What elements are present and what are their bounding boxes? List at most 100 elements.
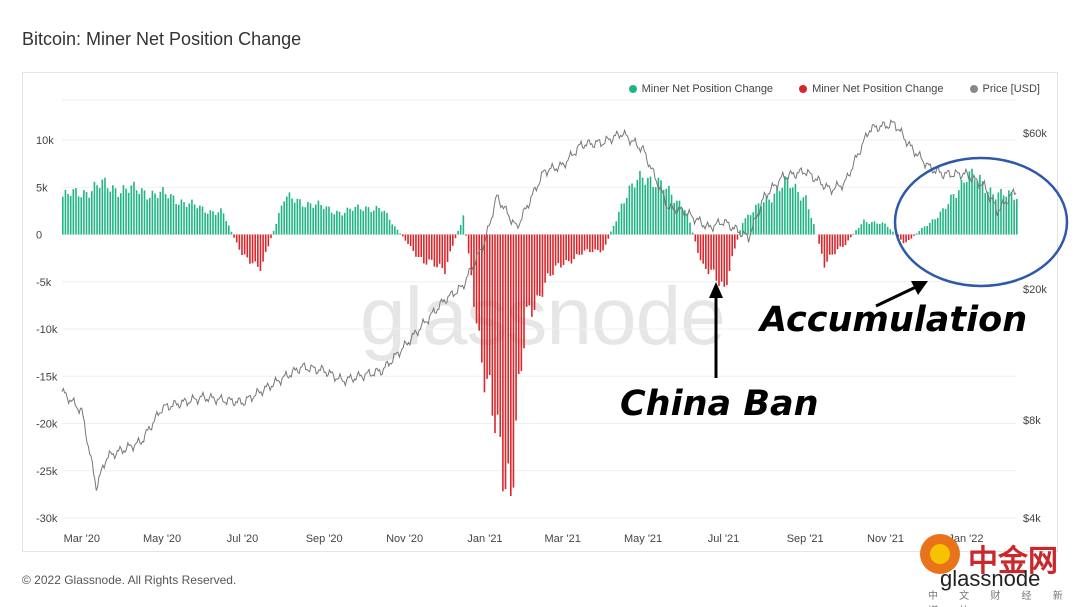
bar-positive bbox=[354, 206, 357, 235]
bar-positive bbox=[98, 187, 101, 235]
bar-positive bbox=[892, 231, 894, 235]
bar-negative bbox=[546, 234, 549, 274]
bar-positive bbox=[744, 218, 747, 235]
x-tick-label: Mar '20 bbox=[64, 533, 100, 545]
bar-negative bbox=[404, 234, 407, 241]
bar-negative bbox=[499, 234, 502, 437]
bar-positive bbox=[304, 207, 307, 235]
bar-positive bbox=[188, 203, 191, 235]
bar-positive bbox=[199, 205, 201, 235]
bar-positive bbox=[399, 233, 401, 235]
bar-positive bbox=[125, 188, 127, 235]
price-line bbox=[61, 119, 1017, 491]
bar-positive bbox=[781, 187, 784, 235]
bar-negative bbox=[465, 234, 467, 236]
bar-positive bbox=[776, 187, 778, 235]
bar-negative bbox=[539, 234, 541, 296]
bar-positive bbox=[668, 185, 670, 235]
bar-negative bbox=[718, 234, 720, 286]
legend-item-price[interactable]: Price [USD] bbox=[969, 83, 1040, 95]
bar-negative bbox=[249, 234, 251, 264]
bar-positive bbox=[799, 200, 802, 235]
y-left-tick-label: 5k bbox=[36, 182, 48, 194]
bar-positive bbox=[760, 206, 762, 235]
bar-positive bbox=[112, 185, 114, 235]
bar-negative bbox=[844, 234, 847, 246]
bar-positive bbox=[686, 213, 689, 235]
bar-positive bbox=[681, 207, 683, 235]
legend-item-positive[interactable]: Miner Net Position Change bbox=[628, 83, 773, 95]
bar-positive bbox=[665, 188, 668, 235]
bar-negative bbox=[267, 234, 270, 247]
bar-positive bbox=[673, 202, 675, 235]
bar-positive bbox=[367, 207, 370, 235]
bar-positive bbox=[749, 215, 752, 235]
bar-positive bbox=[628, 185, 631, 235]
bar-negative bbox=[604, 234, 607, 245]
bar-positive bbox=[80, 197, 83, 235]
bar-negative bbox=[438, 234, 441, 264]
bar-negative bbox=[420, 234, 423, 258]
bar-positive bbox=[462, 215, 465, 235]
bar-positive bbox=[654, 187, 657, 235]
bar-positive bbox=[926, 226, 928, 235]
bar-positive bbox=[328, 206, 330, 235]
bar-positive bbox=[765, 196, 768, 235]
bar-positive bbox=[889, 229, 892, 235]
bar-negative bbox=[560, 234, 562, 268]
bar-positive bbox=[652, 186, 654, 235]
bar-positive bbox=[857, 227, 860, 235]
legend-dot-icon bbox=[969, 85, 978, 93]
x-tick-label: May '20 bbox=[143, 533, 181, 545]
bar-positive bbox=[96, 185, 98, 235]
bar-negative bbox=[728, 234, 731, 271]
price-series bbox=[61, 119, 1017, 491]
bar-positive bbox=[929, 222, 931, 235]
bar-positive bbox=[794, 183, 797, 235]
legend-label: Price [USD] bbox=[982, 83, 1040, 95]
bar-positive bbox=[918, 230, 921, 235]
accumulation-arrow bbox=[875, 284, 919, 308]
annotation-china-ban: China Ban bbox=[620, 384, 819, 424]
bar-negative bbox=[607, 234, 610, 239]
bar-negative bbox=[834, 234, 836, 255]
bar-positive bbox=[378, 207, 380, 235]
bar-negative bbox=[264, 234, 267, 252]
zhongjin-brand: 中金网 bbox=[968, 544, 1058, 579]
bar-positive bbox=[802, 197, 805, 235]
bar-positive bbox=[119, 193, 122, 235]
bar-negative bbox=[902, 234, 905, 244]
bar-negative bbox=[507, 234, 509, 464]
bar-negative bbox=[849, 234, 852, 238]
bar-negative bbox=[702, 234, 704, 264]
bar-negative bbox=[425, 234, 428, 265]
bar-negative bbox=[444, 234, 446, 275]
bar-positive bbox=[291, 198, 293, 235]
bar-positive bbox=[636, 179, 639, 235]
bar-negative bbox=[734, 234, 736, 249]
bar-negative bbox=[707, 234, 710, 275]
bar-positive bbox=[167, 198, 170, 235]
bar-positive bbox=[338, 211, 341, 235]
bar-negative bbox=[409, 234, 412, 246]
bar-negative bbox=[541, 234, 544, 297]
bar-negative bbox=[241, 234, 243, 256]
bar-negative bbox=[847, 234, 849, 241]
bar-positive bbox=[386, 212, 388, 235]
accumulation-arrowhead bbox=[911, 281, 928, 295]
bar-positive bbox=[322, 209, 325, 235]
bar-negative bbox=[257, 234, 259, 267]
bar-positive bbox=[1010, 191, 1013, 235]
legend-item-negative[interactable]: Miner Net Position Change bbox=[799, 83, 944, 95]
bar-positive bbox=[784, 176, 786, 235]
bar-positive bbox=[786, 177, 789, 235]
y-right-tick-label: $60k bbox=[1023, 128, 1047, 140]
bar-positive bbox=[307, 201, 309, 235]
bar-negative bbox=[586, 234, 589, 250]
bar-positive bbox=[317, 200, 320, 235]
bar-positive bbox=[85, 191, 88, 235]
bar-negative bbox=[433, 234, 436, 267]
bar-positive bbox=[615, 221, 618, 235]
bar-positive bbox=[83, 190, 85, 235]
bar-positive bbox=[388, 219, 391, 235]
